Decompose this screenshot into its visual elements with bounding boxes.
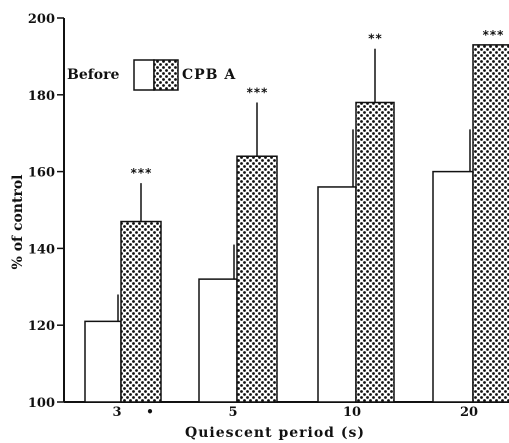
legend-label-cpb: CPB A — [182, 67, 236, 83]
y-axis-title: % of control — [10, 175, 26, 270]
bars — [84, 44, 509, 403]
legend-label-before: Before — [67, 67, 119, 83]
significance-mark: ** — [368, 32, 382, 46]
bar-before — [432, 170, 474, 403]
x-tick-label: 5 — [228, 405, 237, 420]
y-tick-label: 180 — [28, 89, 55, 104]
legend-swatch-before — [133, 59, 155, 91]
bar-before — [198, 278, 238, 403]
significance-mark: *** — [130, 166, 152, 180]
bar-cpb — [120, 220, 162, 403]
bar-cpb — [355, 101, 395, 403]
bar-cpb — [236, 155, 278, 403]
significance-mark: *** — [482, 28, 504, 42]
extra-dot-mark: • — [146, 405, 153, 419]
y-tick-label: 200 — [28, 12, 55, 27]
y-tick-label: 140 — [28, 242, 55, 257]
bar-before — [84, 320, 122, 403]
significance-marks: ******** *** — [130, 28, 504, 180]
x-ticks: 3 5 10 20 — [112, 405, 478, 420]
y-ticks: 100 120 140 160 180 200 — [28, 12, 64, 411]
x-tick-label: 3 — [112, 405, 121, 420]
y-tick-label: 160 — [28, 166, 55, 181]
bar-cpb — [472, 44, 509, 403]
significance-mark: *** — [246, 85, 268, 99]
y-tick-label: 120 — [28, 319, 55, 334]
bar-before — [317, 186, 357, 403]
y-tick-label: 100 — [28, 396, 55, 411]
legend: Before CPB A — [67, 59, 236, 91]
x-tick-label: 20 — [460, 405, 478, 420]
legend-swatch-cpb — [153, 59, 179, 91]
x-tick-label: 10 — [343, 405, 361, 420]
x-axis-title: Quiescent period (s) — [185, 425, 365, 441]
